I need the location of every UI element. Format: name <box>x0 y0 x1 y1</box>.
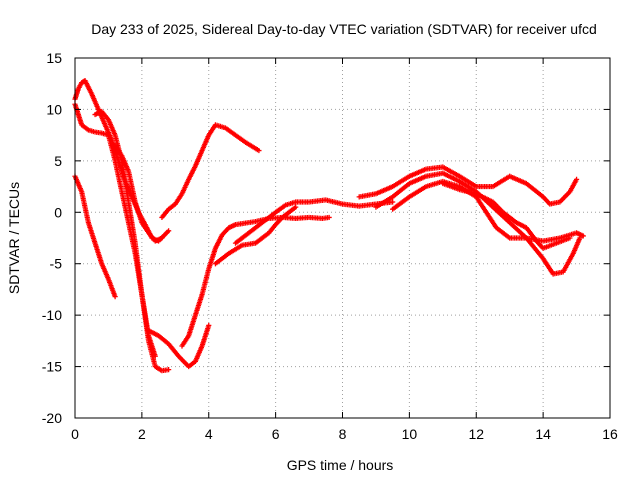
series-track-7 <box>159 122 262 221</box>
data-points <box>72 78 586 374</box>
data-point <box>573 176 580 182</box>
x-tick-label: 16 <box>602 426 618 442</box>
data-point <box>390 199 396 205</box>
data-point <box>580 233 586 239</box>
x-tick-labels: 0 2 4 6 8 10 12 14 16 <box>71 426 618 442</box>
series-track-5 <box>112 142 165 244</box>
series-track-8 <box>179 214 332 349</box>
x-tick-label: 2 <box>138 426 146 442</box>
data-point <box>206 322 212 329</box>
x-tick-label: 14 <box>535 426 551 442</box>
y-tick-label: 15 <box>46 50 62 66</box>
y-tick-label: -5 <box>50 256 63 272</box>
grid <box>75 58 610 418</box>
series-track-14 <box>440 180 573 251</box>
x-tick-label: 10 <box>402 426 418 442</box>
y-tick-label: -20 <box>42 410 62 426</box>
data-point <box>166 228 172 234</box>
x-tick-label: 6 <box>272 426 280 442</box>
chart-title: Day 233 of 2025, Sidereal Day-to-day VTE… <box>91 21 597 37</box>
data-point <box>112 294 118 300</box>
x-axis-label: GPS time / hours <box>287 457 394 473</box>
data-point <box>159 235 165 241</box>
y-tick-label: 5 <box>54 153 62 169</box>
data-point <box>326 214 332 221</box>
series-track-9 <box>212 204 299 267</box>
axis-ticks <box>74 57 611 419</box>
data-point <box>577 235 583 241</box>
data-point <box>293 204 299 210</box>
y-tick-label: 10 <box>46 101 62 117</box>
x-tick-label: 8 <box>339 426 347 442</box>
x-tick-label: 0 <box>71 426 79 442</box>
y-tick-label: -15 <box>42 359 62 375</box>
y-tick-label: -10 <box>42 307 62 323</box>
x-tick-label: 12 <box>468 426 484 442</box>
series-track-6 <box>145 322 212 370</box>
x-tick-label: 4 <box>205 426 213 442</box>
y-axis-label: SDTVAR / TECUs <box>6 182 22 294</box>
data-point <box>567 235 573 241</box>
y-tick-label: 0 <box>54 204 62 220</box>
y-tick-labels: -20 -15 -10 -5 0 5 10 15 <box>42 50 62 426</box>
series-track-1 <box>72 173 118 300</box>
series-track-11 <box>356 164 580 207</box>
data-point <box>256 147 262 154</box>
data-point <box>166 367 172 373</box>
